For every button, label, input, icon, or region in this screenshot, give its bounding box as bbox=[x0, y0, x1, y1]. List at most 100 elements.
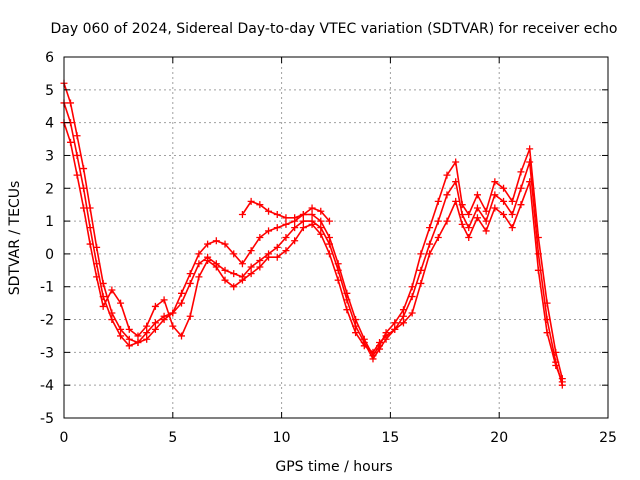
data-point bbox=[186, 312, 194, 320]
y-tick-label: 6 bbox=[45, 50, 54, 66]
data-point bbox=[273, 211, 281, 219]
data-point bbox=[317, 217, 325, 225]
data-point bbox=[291, 237, 299, 245]
data-point bbox=[482, 227, 490, 235]
data-point bbox=[143, 329, 151, 337]
data-point bbox=[452, 158, 460, 166]
data-point bbox=[291, 224, 299, 232]
data-point bbox=[204, 256, 212, 264]
data-point bbox=[265, 227, 273, 235]
data-point bbox=[552, 361, 560, 369]
data-series-group bbox=[60, 79, 566, 389]
data-point bbox=[73, 151, 81, 159]
data-point bbox=[195, 260, 203, 268]
data-point bbox=[426, 224, 434, 232]
data-point bbox=[160, 296, 168, 304]
data-point bbox=[334, 276, 342, 284]
data-point bbox=[352, 329, 360, 337]
data-point bbox=[273, 224, 281, 232]
data-point bbox=[508, 224, 516, 232]
data-point bbox=[399, 319, 407, 327]
data-point bbox=[308, 211, 316, 219]
data-point bbox=[500, 211, 508, 219]
data-point bbox=[291, 214, 299, 222]
data-point bbox=[325, 234, 333, 241]
data-point bbox=[282, 220, 290, 228]
data-point bbox=[238, 211, 246, 219]
data-point bbox=[221, 276, 229, 284]
data-point bbox=[426, 240, 434, 248]
x-tick-label: 20 bbox=[490, 430, 508, 446]
data-point bbox=[517, 168, 525, 176]
plot-frame bbox=[63, 56, 609, 419]
data-point bbox=[67, 138, 75, 146]
data-point bbox=[526, 158, 534, 166]
data-point bbox=[491, 178, 499, 186]
data-point bbox=[143, 335, 151, 343]
data-point bbox=[391, 319, 399, 327]
data-point bbox=[238, 260, 246, 268]
data-point bbox=[500, 197, 508, 205]
data-point bbox=[186, 270, 194, 278]
data-point bbox=[195, 273, 203, 281]
data-point bbox=[508, 197, 516, 205]
data-point bbox=[299, 224, 307, 232]
data-point bbox=[178, 289, 186, 297]
data-point bbox=[443, 217, 451, 225]
y-tick-label: 4 bbox=[45, 116, 54, 132]
data-point bbox=[125, 342, 133, 350]
data-point bbox=[434, 217, 442, 225]
y-tick-label: -4 bbox=[40, 378, 54, 394]
data-point bbox=[212, 237, 220, 245]
data-point bbox=[360, 342, 368, 350]
data-point bbox=[517, 184, 525, 192]
data-point bbox=[256, 201, 264, 209]
data-point bbox=[369, 355, 377, 363]
data-point bbox=[86, 204, 94, 212]
data-point bbox=[473, 191, 481, 199]
data-point bbox=[325, 240, 333, 248]
data-point bbox=[299, 217, 307, 225]
data-point bbox=[473, 214, 481, 222]
data-point bbox=[482, 217, 490, 225]
data-point bbox=[526, 178, 534, 186]
grid-lines bbox=[64, 57, 608, 418]
y-tick-label: -5 bbox=[40, 411, 54, 427]
data-point bbox=[543, 329, 551, 337]
data-point bbox=[491, 191, 499, 199]
data-point bbox=[151, 302, 159, 310]
data-point bbox=[369, 348, 377, 356]
data-point bbox=[186, 279, 194, 287]
x-tick-label: 10 bbox=[273, 430, 291, 446]
data-point bbox=[273, 253, 281, 261]
data-point bbox=[230, 250, 238, 258]
data-point bbox=[299, 211, 307, 219]
data-point bbox=[247, 197, 255, 205]
data-point bbox=[508, 211, 516, 219]
data-point bbox=[534, 234, 542, 241]
data-point bbox=[482, 207, 490, 215]
data-point bbox=[558, 378, 566, 386]
data-point bbox=[434, 197, 442, 205]
data-point bbox=[169, 309, 177, 317]
data-point bbox=[534, 266, 542, 274]
data-point bbox=[382, 332, 390, 340]
data-point bbox=[125, 335, 133, 343]
series-track-4 bbox=[238, 197, 333, 225]
data-point bbox=[247, 263, 255, 271]
data-point bbox=[465, 234, 473, 241]
data-point bbox=[526, 145, 534, 153]
y-tick-label: 3 bbox=[45, 148, 54, 164]
data-point bbox=[443, 171, 451, 179]
data-point bbox=[80, 184, 88, 192]
data-point bbox=[256, 263, 264, 271]
data-point bbox=[178, 299, 186, 307]
data-point bbox=[221, 266, 229, 274]
data-point bbox=[282, 214, 290, 222]
y-tick-label: 5 bbox=[45, 83, 54, 99]
data-point bbox=[325, 217, 333, 225]
x-tick-label: 5 bbox=[168, 430, 177, 446]
data-point bbox=[108, 286, 116, 294]
data-point bbox=[434, 234, 442, 241]
data-point bbox=[117, 332, 125, 340]
